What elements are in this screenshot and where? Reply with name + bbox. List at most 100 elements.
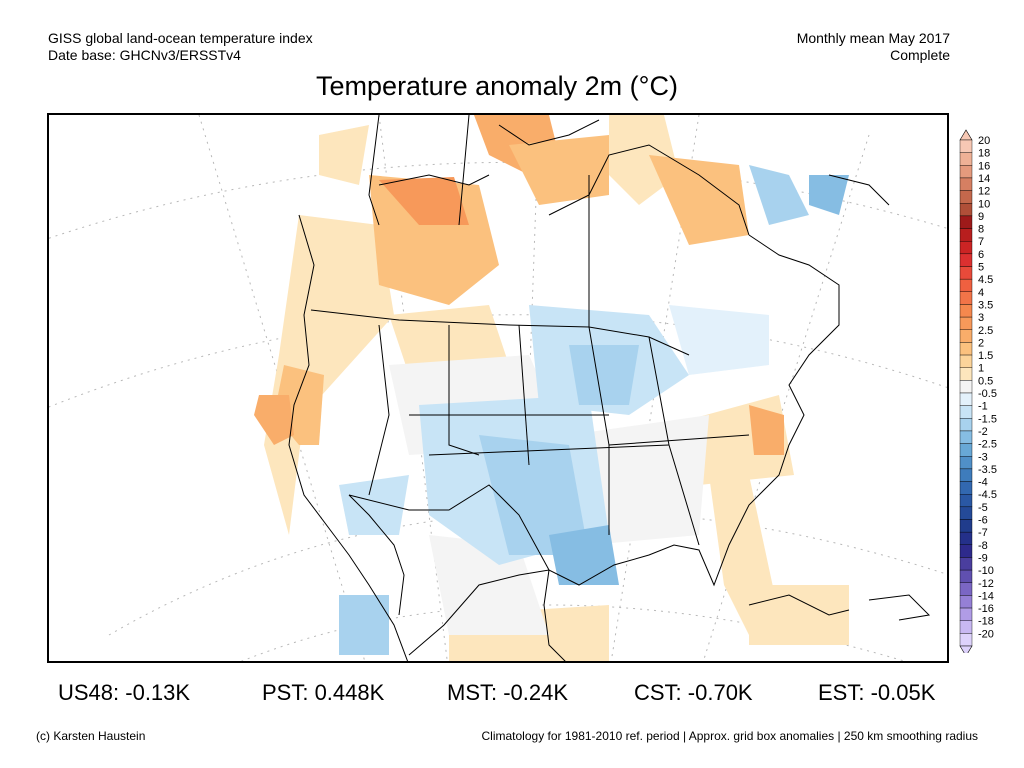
colorbar-tick-label: -3.5	[978, 464, 997, 476]
stat-mst: MST: -0.24K	[447, 680, 569, 705]
colorbar-swatch	[959, 354, 973, 368]
colorbar-tick-label: 20	[978, 135, 990, 147]
colorbar-swatch	[959, 468, 973, 482]
colorbar-swatch	[959, 481, 973, 495]
colorbar-tick-label: -16	[978, 603, 994, 615]
colorbar-tick-label: 4.5	[978, 274, 993, 286]
colorbar-swatch	[959, 266, 973, 280]
colorbar-tick-label: 8	[978, 224, 984, 236]
colorbar-labels: 201816141210987654.543.532.521.510.5-0.5…	[978, 135, 997, 640]
anomaly-map	[47, 113, 949, 663]
colorbar-tick-label: 5	[978, 262, 984, 274]
colorbar-arrow-bottom	[959, 645, 973, 653]
period-label: Monthly mean May 2017	[796, 30, 950, 46]
colorbar-tick-label: -5	[978, 502, 988, 514]
colorbar-swatch	[959, 215, 973, 229]
stat-est: EST: -0.05K	[818, 680, 936, 705]
coastlines	[288, 119, 931, 661]
borders	[310, 115, 750, 571]
colorbar-swatches	[959, 129, 973, 653]
colorbar-swatch	[959, 519, 973, 533]
completeness-label: Complete	[890, 47, 950, 63]
colorbar-tick-label: 16	[978, 160, 990, 172]
colorbar-arrow-top	[959, 129, 973, 141]
colorbar-tick-label: 7	[978, 236, 984, 248]
colorbar-tick-label: 6	[978, 249, 984, 261]
colorbar-tick-label: -4	[978, 477, 988, 489]
colorbar-swatch	[959, 494, 973, 508]
stat-us48: US48: -0.13K	[58, 680, 191, 705]
colorbar-swatch	[959, 456, 973, 470]
colorbar-tick-label: 9	[978, 211, 984, 223]
colorbar-tick-label: -14	[978, 590, 994, 602]
colorbar-tick-label: -10	[978, 565, 994, 577]
colorbar-tick-label: 10	[978, 198, 990, 210]
colorbar-swatch	[959, 304, 973, 318]
colorbar-tick-label: 0.5	[978, 375, 993, 387]
colorbar-swatch	[959, 531, 973, 545]
header-right: Monthly mean May 2017 Complete	[797, 30, 950, 64]
colorbar-swatch	[959, 203, 973, 217]
colorbar-swatch	[959, 418, 973, 432]
colorbar-swatch	[959, 430, 973, 444]
colorbar-tick-label: -3	[978, 451, 988, 463]
colorbar-tick-label: 18	[978, 148, 990, 160]
colorbar-tick-label: -1.5	[978, 413, 997, 425]
colorbar-tick-label: -20	[978, 628, 994, 640]
colorbar-swatch	[959, 240, 973, 255]
anomaly-shading	[254, 115, 849, 661]
stat-cst: CST: -0.70K	[634, 680, 753, 705]
colorbar-swatch	[959, 165, 973, 179]
map-canvas	[49, 115, 947, 661]
colorbar-swatch	[959, 392, 973, 406]
colorbar-swatch	[959, 380, 973, 394]
header-left: GISS global land-ocean temperature index…	[48, 30, 313, 64]
colorbar-swatch	[959, 228, 973, 242]
data-base-label: Date base: GHCNv3/ERSSTv4	[48, 47, 241, 63]
colorbar-tick-label: 3	[978, 312, 984, 324]
colorbar-swatch	[959, 633, 973, 647]
colorbar-tick-label: 12	[978, 186, 990, 198]
map-title: Temperature anomaly 2m (°C)	[316, 71, 678, 101]
colorbar-swatch	[959, 329, 973, 343]
colorbar: 201816141210987654.543.532.521.510.5-0.5…	[959, 129, 997, 653]
stat-pst: PST: 0.448K	[262, 680, 385, 705]
colorbar-swatch	[959, 253, 973, 267]
colorbar-tick-label: 2.5	[978, 325, 993, 337]
colorbar-tick-label: -8	[978, 540, 988, 552]
colorbar-tick-label: 2	[978, 337, 984, 349]
colorbar-swatch	[959, 278, 973, 292]
colorbar-swatch	[959, 316, 973, 330]
method-note: Climatology for 1981-2010 ref. period | …	[481, 729, 979, 743]
colorbar-tick-label: 1.5	[978, 350, 993, 362]
colorbar-swatch	[959, 291, 973, 305]
colorbar-swatch	[959, 607, 973, 621]
colorbar-tick-label: -0.5	[978, 388, 997, 400]
colorbar-swatch	[959, 506, 973, 520]
colorbar-tick-label: 4	[978, 287, 984, 299]
colorbar-tick-label: -1	[978, 401, 988, 413]
colorbar-tick-label: -2	[978, 426, 988, 438]
dataset-title: GISS global land-ocean temperature index	[48, 30, 313, 46]
colorbar-tick-label: -6	[978, 515, 988, 527]
colorbar-tick-label: -7	[978, 527, 988, 539]
colorbar-swatch	[959, 443, 973, 457]
colorbar-swatch	[959, 152, 973, 166]
colorbar-swatch	[959, 582, 973, 596]
colorbar-swatch	[959, 620, 973, 634]
colorbar-swatch	[959, 405, 973, 419]
colorbar-tick-label: -2.5	[978, 439, 997, 451]
colorbar-tick-label: 3.5	[978, 299, 993, 311]
colorbar-swatch	[959, 342, 973, 356]
colorbar-swatch	[959, 367, 973, 381]
colorbar-swatch	[959, 557, 973, 571]
colorbar-swatch	[959, 177, 973, 191]
colorbar-tick-label: 1	[978, 363, 984, 375]
copyright: (c) Karsten Haustein	[36, 729, 146, 743]
colorbar-swatch	[959, 595, 973, 609]
colorbar-tick-label: -4.5	[978, 489, 997, 501]
colorbar-tick-label: -9	[978, 552, 988, 564]
colorbar-tick-label: -18	[978, 616, 994, 628]
colorbar-swatch	[959, 190, 973, 204]
colorbar-tick-label: 14	[978, 173, 990, 185]
